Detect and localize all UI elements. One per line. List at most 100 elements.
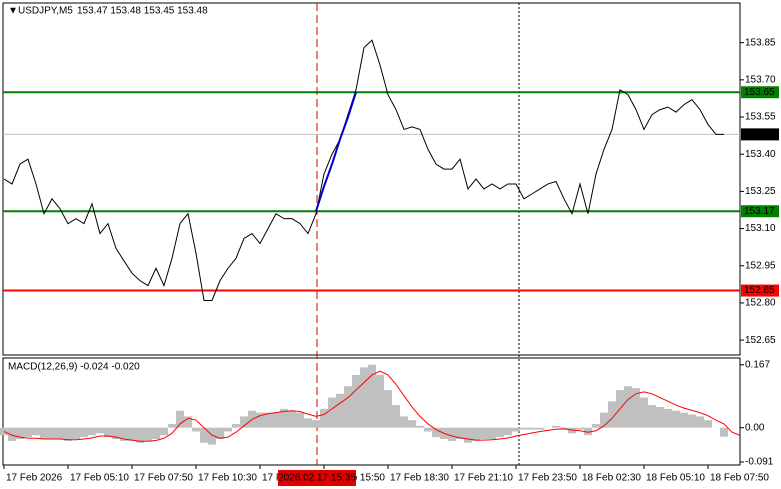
y-tick-label: -0.091 xyxy=(745,457,774,468)
macd-bar xyxy=(184,416,192,428)
macd-bar xyxy=(432,427,440,438)
macd-bar xyxy=(72,427,80,440)
macd-bar xyxy=(568,427,576,434)
x-tick-label: 18 Feb 02:30 xyxy=(582,473,641,484)
crosshair-label-box xyxy=(278,470,356,486)
macd-bar xyxy=(416,425,424,428)
macd-bar xyxy=(48,427,56,440)
macd-bar xyxy=(280,408,288,428)
macd-bar xyxy=(672,410,680,428)
macd-bar xyxy=(704,420,712,428)
macd-bar xyxy=(648,405,656,428)
y-tick-label: 153.85 xyxy=(745,37,776,48)
macd-bar xyxy=(496,427,504,438)
macd-bar xyxy=(16,427,24,440)
macd-bar xyxy=(232,423,240,428)
y-tick-label: 153.55 xyxy=(745,112,776,123)
macd-bar xyxy=(120,427,128,441)
macd-bar xyxy=(408,420,416,428)
y-tick-label: 152.65 xyxy=(745,335,776,346)
macd-bar xyxy=(360,367,368,428)
x-tick-label: 17 Feb 23:50 xyxy=(518,473,577,484)
macd-bar xyxy=(96,427,104,434)
macd-bar xyxy=(288,410,296,428)
macd-bar xyxy=(176,410,184,428)
macd-bar xyxy=(216,427,224,440)
macd-bar xyxy=(680,412,688,428)
macd-bar xyxy=(368,364,376,428)
macd-bar xyxy=(696,416,704,428)
y-tick-label: 0.167 xyxy=(745,359,770,370)
y-tick-label: 153.70 xyxy=(745,74,776,85)
macd-bar xyxy=(592,423,600,428)
macd-bar xyxy=(32,427,40,436)
macd-bar xyxy=(352,374,360,428)
macd-bar xyxy=(464,427,472,443)
macd-bar xyxy=(320,408,328,428)
macd-bar xyxy=(656,406,664,428)
macd-bar xyxy=(512,427,520,432)
x-tick-label: 17 Feb 07:50 xyxy=(134,473,193,484)
y-tick-label: 152.95 xyxy=(745,260,776,271)
macd-bar xyxy=(720,427,728,437)
price-label-box xyxy=(741,86,779,99)
macd-bar xyxy=(504,427,512,436)
macd-bar xyxy=(424,427,432,432)
price-label-box xyxy=(741,205,779,218)
x-tick-label: 17 Feb 2026 xyxy=(6,473,63,484)
macd-bar xyxy=(520,427,528,430)
macd-panel xyxy=(2,357,741,466)
macd-bar xyxy=(296,412,304,428)
macd-bar xyxy=(664,408,672,428)
x-tick-label: 17 Feb 21:10 xyxy=(454,473,513,484)
macd-bar xyxy=(640,397,648,428)
y-tick-label: 153.25 xyxy=(745,186,776,197)
macd-bar xyxy=(64,427,72,441)
price-label: 153.17 xyxy=(744,206,775,217)
macd-bar xyxy=(104,427,112,438)
macd-bar xyxy=(488,427,496,440)
x-tick-label: 18 Feb 05:10 xyxy=(646,473,705,484)
macd-title: MACD(12,26,9) -0.024 -0.020 xyxy=(8,362,140,373)
macd-bar xyxy=(608,401,616,428)
price-label: 152.85 xyxy=(744,285,775,296)
macd-bar xyxy=(56,427,64,440)
macd-bar xyxy=(536,427,544,430)
macd-bar xyxy=(136,427,144,443)
y-tick-label: 153.10 xyxy=(745,223,776,234)
x-tick-label: 17 Feb 18:30 xyxy=(390,473,449,484)
macd-bar xyxy=(224,427,232,432)
macd-bar xyxy=(528,427,536,430)
price-label-box xyxy=(741,128,779,141)
chart-title: USDJPY,M5 xyxy=(18,6,73,17)
macd-bar xyxy=(200,427,208,443)
y-tick-label: 153.40 xyxy=(745,149,776,160)
macd-bar xyxy=(40,427,48,440)
macd-bar xyxy=(240,416,248,428)
symbol-arrow: ▼ xyxy=(8,6,18,17)
x-tick-label: 17 Feb 05:10 xyxy=(70,473,129,484)
macd-bar xyxy=(264,412,272,428)
macd-bar xyxy=(112,427,120,440)
macd-bar xyxy=(336,393,344,428)
macd-bar xyxy=(688,414,696,428)
macd-bar xyxy=(392,405,400,428)
macd-bar xyxy=(328,397,336,428)
macd-bar xyxy=(256,412,264,428)
price-label: 153.65 xyxy=(744,87,775,98)
macd-bar xyxy=(80,427,88,438)
macd-bar xyxy=(600,412,608,428)
macd-bar xyxy=(152,427,160,440)
macd-bar xyxy=(456,427,464,440)
crosshair-label: 2026.02.17 15:35 xyxy=(278,473,356,484)
macd-bar xyxy=(632,388,640,428)
macd-bar xyxy=(272,412,280,428)
macd-bar xyxy=(88,427,96,436)
macd-bar xyxy=(128,427,136,441)
macd-bar xyxy=(576,427,584,430)
price-panel xyxy=(2,2,741,356)
y-tick-label: 0.00 xyxy=(745,422,765,433)
macd-bar xyxy=(400,416,408,428)
macd-bar xyxy=(376,374,384,428)
